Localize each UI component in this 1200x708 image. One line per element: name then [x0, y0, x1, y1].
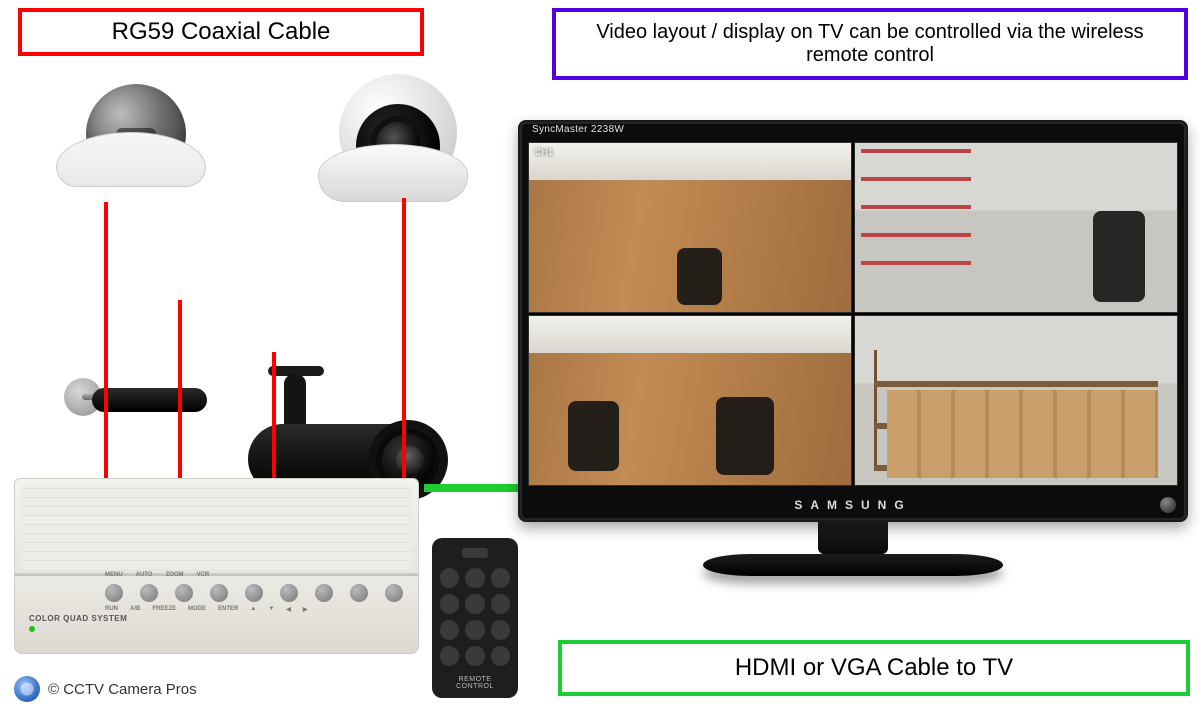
- label-remote-info-text: Video layout / display on TV can be cont…: [570, 21, 1170, 67]
- feed-channel-tag: CH1: [535, 147, 553, 157]
- camera-dome: [56, 132, 216, 202]
- camera-feed: [854, 142, 1178, 313]
- hdmi-cable-line: [424, 484, 518, 492]
- remote-button[interactable]: [491, 568, 510, 588]
- dvr-knob[interactable]: [105, 584, 123, 602]
- remote-control: REMOTE CONTROL: [432, 538, 518, 698]
- dvr-knob[interactable]: [210, 584, 228, 602]
- remote-button[interactable]: [465, 646, 484, 666]
- rg59-cable-segment: [402, 198, 406, 478]
- monitor-model-text: SyncMaster 2238W: [532, 124, 624, 135]
- camera-turret: [318, 82, 478, 202]
- remote-button[interactable]: [440, 646, 459, 666]
- label-rg59-text: RG59 Coaxial Cable: [112, 18, 331, 46]
- dvr-knob[interactable]: [350, 584, 368, 602]
- remote-button[interactable]: [491, 646, 510, 666]
- dvr-knob[interactable]: [280, 584, 298, 602]
- camera-feed: [854, 315, 1178, 486]
- brand-badge-icon: [14, 676, 40, 702]
- diagram-stage: RG59 Coaxial Cable Video layout / displa…: [0, 0, 1200, 708]
- camera-mini-bullet: [64, 378, 224, 424]
- tv-monitor: SyncMaster 2238W CH1 SAMSUNG: [518, 120, 1188, 576]
- rg59-cable-segment: [272, 352, 276, 478]
- remote-button[interactable]: [440, 568, 459, 588]
- remote-button[interactable]: [491, 594, 510, 614]
- remote-button[interactable]: [440, 594, 459, 614]
- monitor-power-button[interactable]: [1160, 497, 1176, 513]
- copyright-text: © CCTV Camera Pros: [48, 681, 197, 698]
- remote-ir-window: [462, 548, 488, 558]
- label-hdmi-text: HDMI or VGA Cable to TV: [735, 654, 1013, 682]
- remote-button[interactable]: [465, 568, 484, 588]
- dvr-knob[interactable]: [140, 584, 158, 602]
- remote-label: REMOTE CONTROL: [440, 676, 510, 690]
- label-hdmi: HDMI or VGA Cable to TV: [558, 640, 1190, 696]
- remote-button[interactable]: [491, 620, 510, 640]
- label-rg59: RG59 Coaxial Cable: [18, 8, 424, 56]
- camera-feed: [528, 315, 852, 486]
- monitor-quad-view: CH1: [528, 142, 1178, 486]
- rg59-cable-segment: [104, 202, 108, 478]
- dvr-power-led: [29, 626, 35, 632]
- dvr-knob[interactable]: [315, 584, 333, 602]
- remote-button[interactable]: [465, 620, 484, 640]
- remote-button[interactable]: [440, 620, 459, 640]
- dvr-system-label: COLOR QUAD SYSTEM: [29, 614, 404, 623]
- dvr-knob[interactable]: [175, 584, 193, 602]
- copyright: © CCTV Camera Pros: [14, 676, 197, 702]
- dvr-knob[interactable]: [385, 584, 403, 602]
- dvr-knob[interactable]: [245, 584, 263, 602]
- remote-button[interactable]: [465, 594, 484, 614]
- rg59-cable-segment: [178, 300, 182, 478]
- dvr-quad-processor: MENUAUTOZOOMVCR RUNA/BFREEZEMODEENTER▲▼◀…: [14, 478, 419, 658]
- label-remote-info: Video layout / display on TV can be cont…: [552, 8, 1188, 80]
- camera-feed: CH1: [528, 142, 852, 313]
- monitor-brand: SAMSUNG: [794, 498, 911, 512]
